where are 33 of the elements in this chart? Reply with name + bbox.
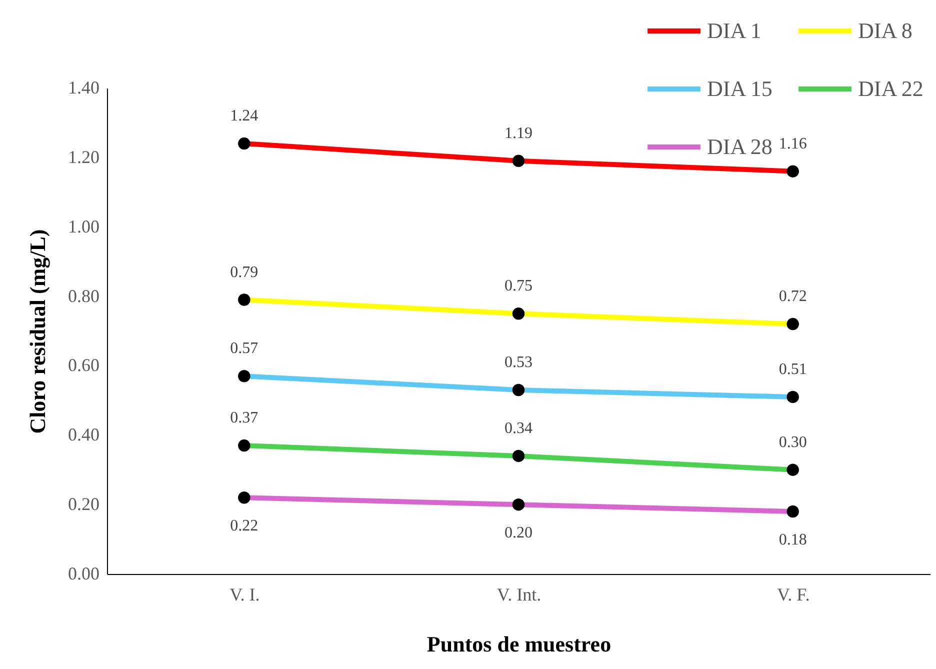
y-tick-label: 0.00 xyxy=(68,564,100,584)
data-label: 0.22 xyxy=(230,518,258,535)
data-label: 0.30 xyxy=(778,434,807,451)
data-label: 1.19 xyxy=(504,124,532,142)
legend-label: DIA 8 xyxy=(858,18,912,43)
y-tick-label: 0.40 xyxy=(68,424,100,445)
data-label: 0.79 xyxy=(230,264,258,281)
data-label: 0.34 xyxy=(504,420,532,437)
legend-label: DIA 28 xyxy=(707,134,772,159)
x-tick-label: V. F. xyxy=(776,584,810,604)
data-label: 0.57 xyxy=(230,340,258,358)
legend-label: DIA 15 xyxy=(707,76,772,101)
y-tick-label: 1.00 xyxy=(68,216,100,236)
x-tick-label: V. I. xyxy=(230,584,260,604)
data-label: 0.75 xyxy=(504,278,532,295)
y-tick-label: 1.40 xyxy=(68,78,100,98)
data-label: 0.18 xyxy=(778,532,807,549)
x-tick-label: V. Int. xyxy=(496,584,542,604)
data-label: 0.72 xyxy=(778,288,807,306)
data-label: 1.16 xyxy=(778,135,807,152)
data-label: 0.53 xyxy=(504,354,532,372)
data-label: 0.20 xyxy=(504,524,532,542)
y-tick-label: 1.20 xyxy=(68,146,100,167)
y-axis-title: Cloro residual (mg/L) xyxy=(25,229,50,434)
y-tick-label: 0.60 xyxy=(68,355,100,376)
data-label: 1.24 xyxy=(230,108,258,125)
data-label: 0.37 xyxy=(230,410,258,427)
y-tick-label: 0.80 xyxy=(68,286,100,306)
legend-label: DIA 1 xyxy=(707,18,762,43)
y-tick-label: 0.20 xyxy=(68,494,100,514)
data-label: 0.51 xyxy=(778,360,807,378)
legend-label: DIA 22 xyxy=(858,76,924,101)
x-axis-title: Puntos de muestreo xyxy=(426,632,612,656)
